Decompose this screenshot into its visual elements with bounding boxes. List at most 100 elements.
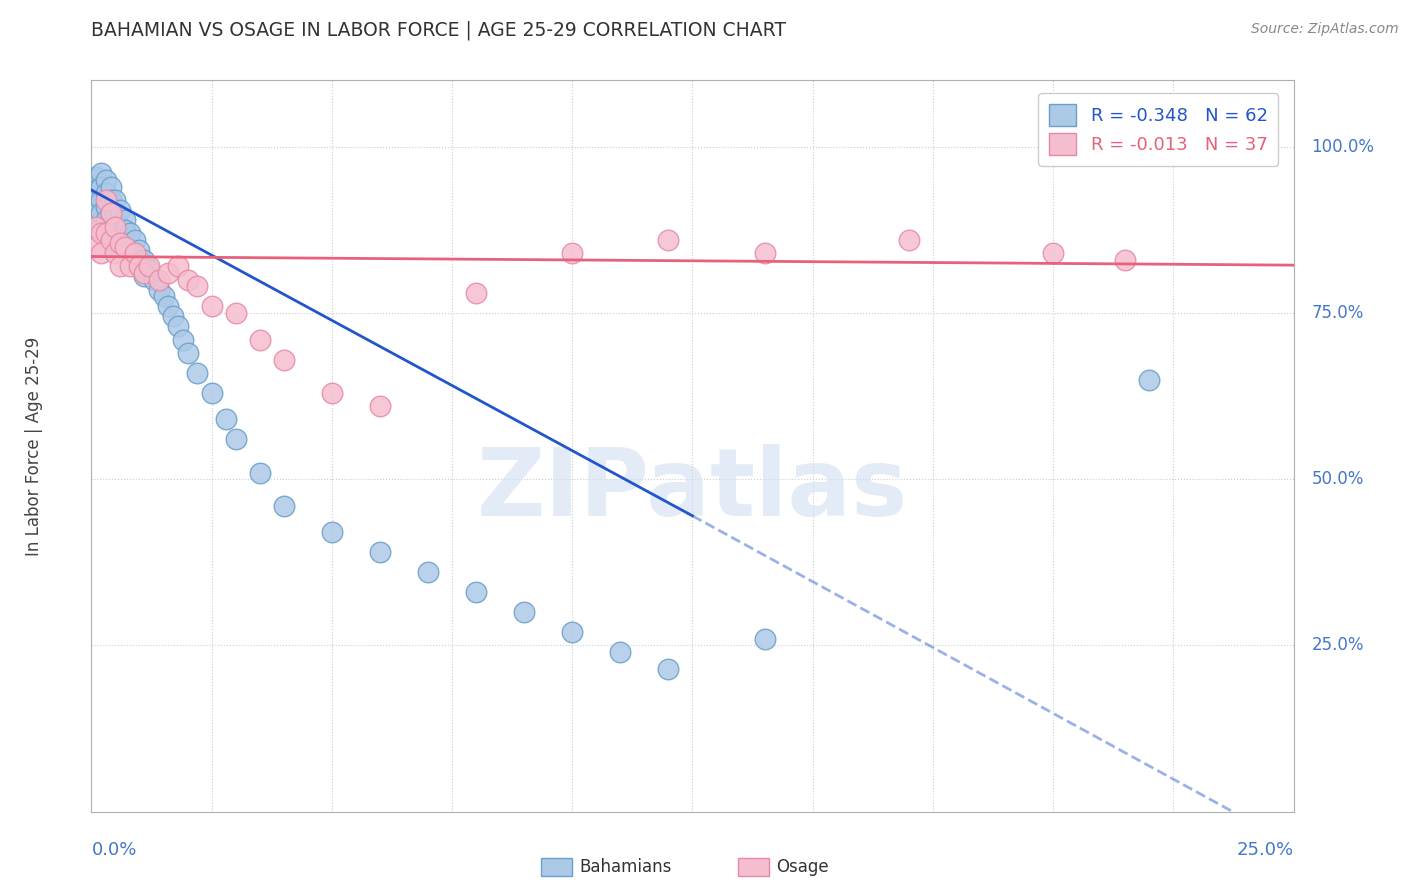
Text: 0.0%: 0.0%: [91, 841, 136, 859]
Point: [114, 213, 136, 227]
Point: [152, 289, 174, 303]
Text: 50.0%: 50.0%: [1312, 470, 1364, 488]
Point: [176, 273, 198, 287]
Point: [110, 260, 132, 274]
Point: [754, 246, 776, 260]
Point: [172, 333, 194, 347]
Point: [186, 366, 208, 380]
Text: ZIPatlas: ZIPatlas: [477, 444, 908, 536]
Point: [273, 499, 295, 513]
Point: [94, 226, 117, 240]
Point: [561, 246, 583, 260]
Point: [104, 246, 127, 260]
Point: [100, 219, 122, 234]
Point: [142, 273, 165, 287]
Point: [100, 179, 122, 194]
Point: [94, 186, 117, 201]
Point: [128, 260, 150, 274]
Point: [84, 183, 107, 197]
Point: [176, 346, 198, 360]
Text: 25.0%: 25.0%: [1236, 841, 1294, 859]
Point: [100, 233, 122, 247]
Point: [128, 260, 150, 274]
Point: [215, 412, 238, 426]
Point: [90, 226, 112, 240]
Point: [128, 243, 150, 257]
Point: [513, 605, 536, 619]
Point: [148, 283, 170, 297]
Point: [124, 250, 146, 264]
Point: [110, 202, 132, 217]
Point: [118, 260, 141, 274]
Point: [94, 226, 117, 240]
Point: [124, 246, 146, 260]
Point: [201, 299, 224, 313]
Point: [94, 213, 117, 227]
Point: [110, 233, 132, 247]
Point: [225, 306, 247, 320]
Point: [84, 193, 107, 207]
Point: [84, 239, 107, 253]
Point: [321, 385, 343, 400]
Legend: R = -0.348   N = 62, R = -0.013   N = 37: R = -0.348 N = 62, R = -0.013 N = 37: [1038, 93, 1278, 166]
Text: 25.0%: 25.0%: [1312, 637, 1364, 655]
Point: [100, 206, 122, 220]
Point: [754, 632, 776, 646]
Point: [609, 645, 631, 659]
Point: [90, 246, 112, 260]
Point: [416, 566, 439, 580]
Point: [157, 266, 180, 280]
Point: [273, 352, 295, 367]
Point: [100, 193, 122, 207]
Point: [114, 236, 136, 251]
Point: [90, 179, 112, 194]
Point: [104, 219, 127, 234]
Point: [167, 260, 190, 274]
Point: [104, 193, 127, 207]
Point: [84, 169, 107, 184]
Point: [138, 260, 160, 274]
Point: [201, 385, 224, 400]
Point: [134, 266, 156, 280]
Point: [110, 236, 132, 251]
Point: [162, 310, 184, 324]
Point: [100, 206, 122, 220]
Text: Source: ZipAtlas.com: Source: ZipAtlas.com: [1251, 22, 1399, 37]
Point: [1137, 372, 1160, 386]
Point: [104, 239, 127, 253]
Point: [225, 433, 247, 447]
Point: [465, 286, 488, 301]
Point: [110, 219, 132, 234]
Point: [561, 625, 583, 640]
Point: [84, 219, 107, 234]
Text: 75.0%: 75.0%: [1312, 304, 1364, 322]
Point: [368, 399, 391, 413]
Point: [90, 193, 112, 207]
Point: [104, 226, 127, 240]
Text: Osage: Osage: [776, 858, 828, 876]
Point: [94, 193, 117, 207]
Point: [1114, 252, 1136, 267]
Text: BAHAMIAN VS OSAGE IN LABOR FORCE | AGE 25-29 CORRELATION CHART: BAHAMIAN VS OSAGE IN LABOR FORCE | AGE 2…: [91, 21, 786, 40]
Point: [84, 206, 107, 220]
Point: [118, 226, 141, 240]
Point: [90, 166, 112, 180]
Text: In Labor Force | Age 25-29: In Labor Force | Age 25-29: [25, 336, 42, 556]
Point: [134, 252, 156, 267]
Point: [249, 333, 271, 347]
Point: [249, 466, 271, 480]
Point: [104, 206, 127, 220]
Point: [148, 273, 170, 287]
Point: [134, 269, 156, 284]
Point: [124, 233, 146, 247]
Point: [94, 200, 117, 214]
Point: [368, 545, 391, 559]
Point: [90, 219, 112, 234]
Text: 100.0%: 100.0%: [1312, 137, 1375, 156]
Point: [167, 319, 190, 334]
Point: [897, 233, 920, 247]
Point: [114, 223, 136, 237]
Point: [94, 173, 117, 187]
Point: [657, 662, 679, 676]
Point: [186, 279, 208, 293]
